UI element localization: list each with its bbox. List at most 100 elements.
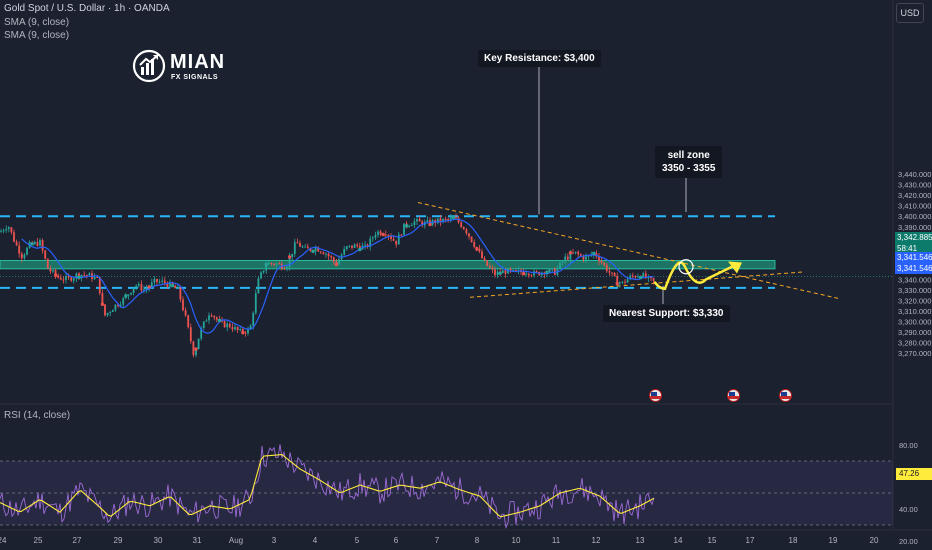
candle-body — [392, 238, 395, 241]
currency-button[interactable]: USD — [896, 3, 924, 23]
time-tick-label: 13 — [636, 536, 645, 545]
candle-body — [650, 276, 652, 279]
candle-body — [184, 310, 187, 316]
candle-body — [140, 284, 143, 291]
candle-body — [39, 240, 41, 246]
sell-zone-circle — [678, 259, 694, 275]
candle-body — [234, 327, 236, 330]
candle-body — [213, 315, 216, 318]
candle-body — [613, 272, 616, 276]
us-flag-icon[interactable] — [649, 389, 662, 402]
candle-body — [447, 219, 450, 221]
candle-body — [182, 299, 184, 311]
signal-marker — [522, 272, 526, 276]
sell-zone-title: sell zone — [667, 150, 710, 161]
candle-body — [135, 285, 138, 288]
us-flag-icon[interactable] — [779, 389, 792, 402]
candle-body — [481, 251, 483, 259]
candle-body — [309, 248, 312, 251]
candle-body — [444, 219, 447, 221]
candle-body — [169, 282, 171, 287]
time-tick-label: 25 — [34, 536, 43, 545]
candle-body — [559, 262, 561, 269]
candle-body — [605, 264, 608, 272]
candle-body — [491, 267, 494, 270]
candle-body — [332, 257, 335, 262]
candle-body — [527, 273, 530, 276]
candle-body — [486, 260, 489, 267]
candle-body — [174, 285, 177, 289]
sma-legend-1[interactable]: SMA (9, close) — [4, 17, 70, 28]
time-tick-label: 14 — [674, 536, 683, 545]
candle-body — [26, 247, 28, 255]
price-tick-label: 3,340.000 — [898, 275, 931, 284]
candle-body — [33, 241, 36, 244]
candle-body — [13, 232, 15, 242]
rsi-legend[interactable]: RSI (14, close) — [4, 410, 71, 421]
candle-body — [273, 263, 275, 265]
candle-body — [564, 256, 567, 262]
candle-body — [488, 266, 491, 268]
candle-body — [143, 289, 145, 291]
candle-body — [267, 262, 270, 265]
candle-body — [293, 242, 296, 254]
us-flag-icon[interactable] — [727, 389, 740, 402]
candle-body — [611, 272, 613, 274]
candle-body — [62, 279, 65, 281]
candle-body — [189, 327, 192, 342]
candle-body — [252, 312, 255, 326]
candle-body — [130, 292, 132, 295]
candle-body — [192, 341, 195, 356]
candle-body — [387, 235, 390, 237]
candle-body — [150, 282, 153, 287]
time-tick-label: 10 — [512, 536, 521, 545]
candle-body — [65, 276, 67, 280]
candle-body — [325, 253, 327, 255]
sma-legend-2[interactable]: SMA (9, close) — [4, 30, 70, 41]
candle-body — [418, 219, 421, 222]
candle-body — [296, 242, 299, 244]
signal-marker — [381, 233, 385, 237]
candle-body — [577, 251, 580, 255]
candle-body — [473, 242, 476, 247]
signal-marker — [30, 242, 34, 246]
time-tick-label: 30 — [154, 536, 163, 545]
sell-zone-label: sell zone 3350 - 3355 — [655, 146, 723, 178]
candle-body — [236, 327, 239, 331]
candle-body — [574, 251, 577, 254]
signal-marker — [288, 255, 292, 259]
price-tick-label: 3,270.000 — [898, 349, 931, 358]
candle-body — [395, 240, 398, 245]
candle-body — [161, 280, 164, 282]
price-tick-label: 3,440.000 — [898, 170, 931, 179]
logo-sub-text: FX SIGNALS — [171, 74, 219, 81]
candle-body — [304, 246, 307, 248]
candle-body — [223, 321, 226, 328]
candle-body — [572, 252, 574, 254]
candle-body — [369, 238, 372, 248]
candle-body — [585, 256, 587, 260]
candle-body — [46, 258, 49, 269]
candle-body — [96, 276, 99, 278]
signal-marker — [568, 251, 572, 255]
signal-marker — [124, 294, 128, 298]
time-tick-label: 3 — [272, 536, 277, 545]
candle-body — [470, 236, 473, 243]
candle-body — [494, 269, 496, 276]
signal-marker — [545, 270, 549, 274]
candle-body — [145, 288, 148, 290]
price-tick-label: 3,410.000 — [898, 202, 931, 211]
candle-body — [514, 270, 517, 272]
logo-brand-text: MIAN — [170, 51, 226, 73]
price-tick-label: 3,320.000 — [898, 296, 931, 305]
descending-trendline — [417, 202, 839, 299]
time-tick-label: 18 — [789, 536, 798, 545]
symbol-legend[interactable]: Gold Spot / U.S. Dollar · 1h · OANDA — [4, 3, 170, 14]
candle-body — [631, 275, 634, 277]
candle-body — [278, 263, 281, 265]
candle-body — [2, 230, 5, 232]
signal-marker — [358, 248, 362, 252]
candle-body — [569, 252, 572, 260]
